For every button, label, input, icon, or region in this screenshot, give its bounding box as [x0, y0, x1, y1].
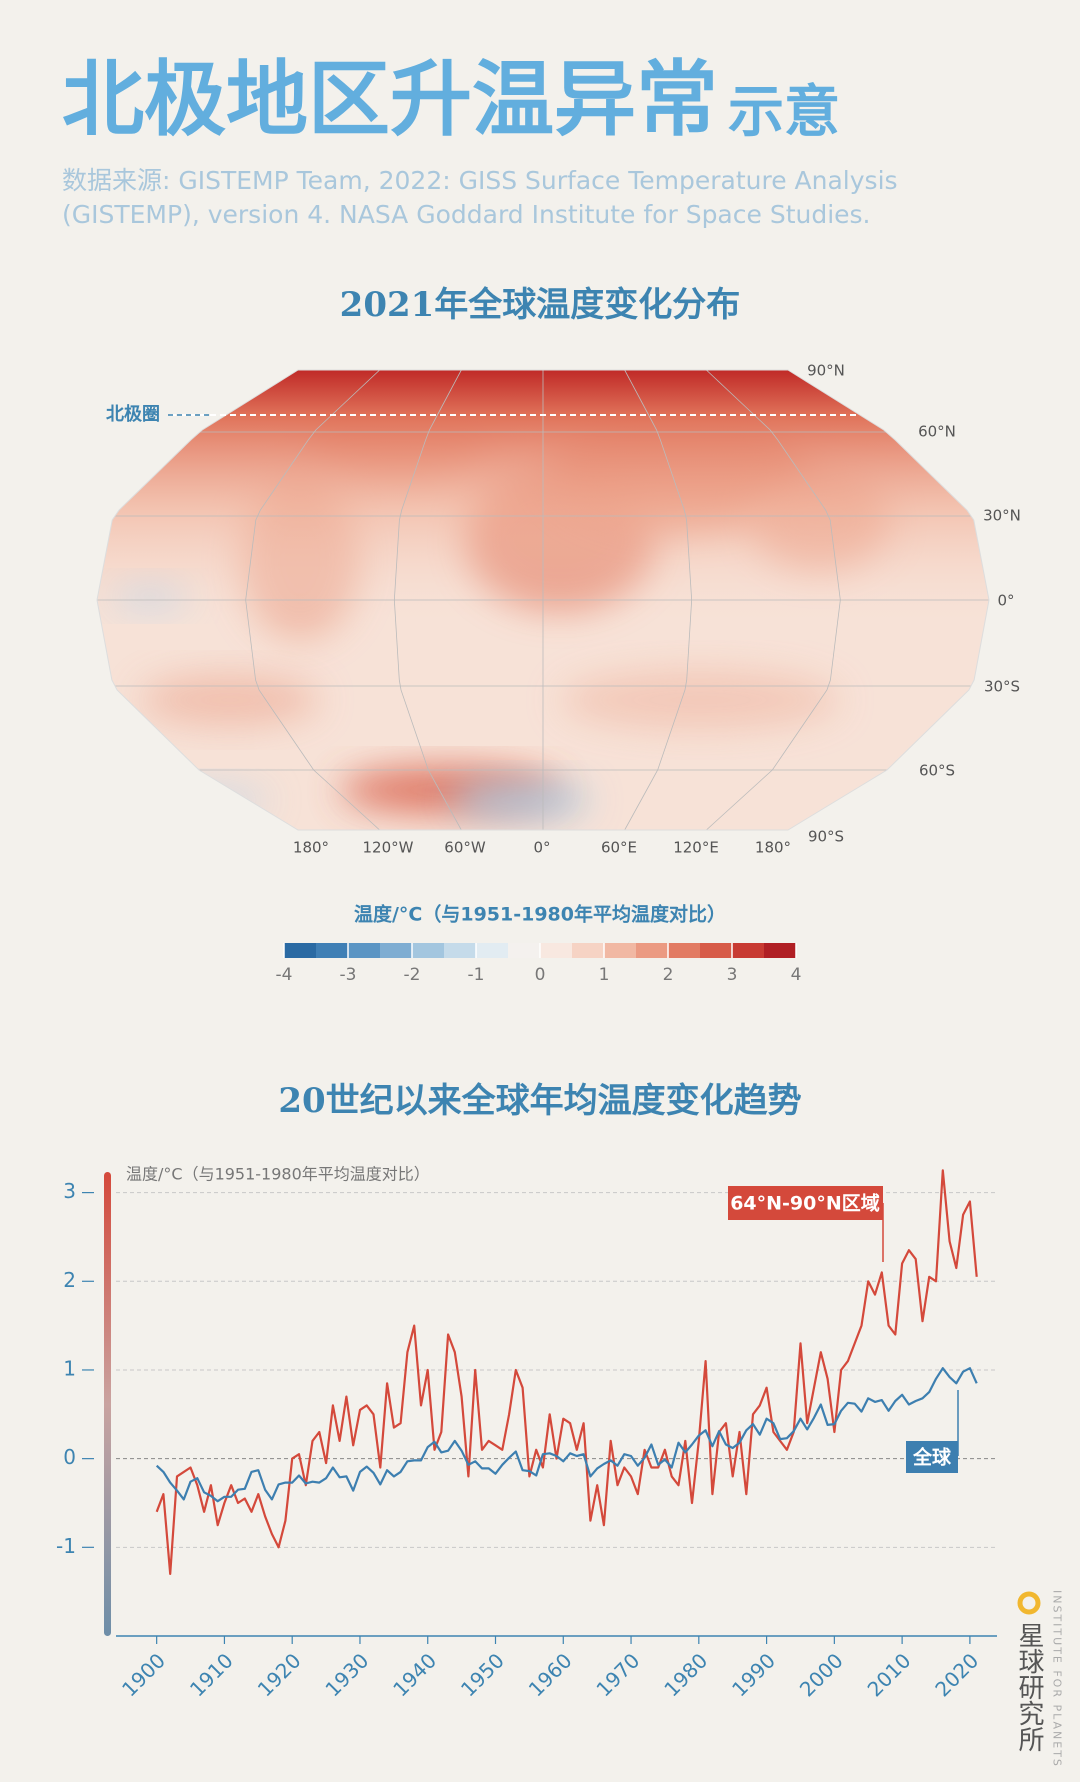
colorbar-tick-label: 0	[535, 965, 546, 985]
colorbar-segment	[508, 943, 540, 958]
legend-label: 全球	[912, 1446, 952, 1469]
lat-label: 60°S	[919, 762, 955, 780]
lat-label: 60°N	[918, 423, 956, 441]
lon-label: 60°E	[601, 839, 637, 857]
colorbar-segment	[284, 943, 316, 958]
y-tick-label: 2	[63, 1268, 76, 1292]
x-tick-label: 2020	[930, 1648, 983, 1701]
logo-english: INSTITUTE FOR PLANETS	[1051, 1590, 1064, 1768]
colorbar-segment	[604, 943, 636, 958]
source: (GISTEMP), version 4. NASA Goddard Insti…	[62, 200, 871, 229]
colorbar-segment	[572, 943, 604, 958]
x-tick-label: 1980	[659, 1648, 712, 1701]
x-tick-label: 2000	[795, 1648, 848, 1701]
series-line	[155, 1169, 978, 1575]
colorbar-segment	[476, 943, 508, 958]
chart-title: 20世纪以来全球年均温度变化趋势	[278, 1081, 801, 1121]
logo-name: 星球研究所	[1014, 1622, 1044, 1752]
x-tick-label: 1960	[524, 1648, 577, 1701]
lon-label: 60°W	[444, 839, 486, 857]
graticule	[624, 370, 693, 830]
colorbar-tick-label: -1	[468, 965, 485, 985]
lon-label: 0°	[533, 839, 550, 857]
x-tick-label: 1920	[253, 1648, 306, 1701]
colorbar-segment	[636, 943, 668, 958]
colorbar-tick-label: 2	[663, 965, 674, 985]
lon-label: 180°	[755, 839, 791, 857]
colorbar-segment	[348, 943, 380, 958]
colorbar-tick-label: -2	[404, 965, 421, 985]
colorbar-segment	[444, 943, 476, 958]
x-tick-label: 1950	[456, 1648, 509, 1701]
colorbar-tick-label: -4	[276, 965, 293, 985]
lon-label: 180°	[293, 839, 329, 857]
arctic-circle-label: 北极圈	[106, 404, 160, 425]
y-tick-label: 3	[63, 1179, 76, 1203]
colorbar-title: 温度/°C（与1951-1980年平均温度对比）	[354, 903, 726, 926]
map-outline	[96, 369, 990, 831]
title-suffix: 示意	[728, 80, 840, 145]
title: 北极地区升温异常	[62, 52, 718, 147]
colorbar-segment	[540, 943, 572, 958]
x-tick-label: 1940	[388, 1648, 441, 1701]
source: 数据来源: GISTEMP Team, 2022: GISS Surface T…	[62, 166, 898, 195]
lat-label: 30°N	[983, 507, 1021, 525]
colorbar-segment	[412, 943, 444, 958]
colorbar-segment	[764, 943, 796, 958]
colorbar-tick-label: 4	[791, 965, 802, 985]
colorbar-segment	[316, 943, 348, 958]
lat-label: 30°S	[984, 678, 1020, 696]
logo: 星球研究所 INSTITUTE FOR PLANETS	[1014, 1590, 1064, 1768]
x-tick-label: 1970	[592, 1648, 645, 1701]
x-tick-label: 1910	[185, 1648, 238, 1701]
x-tick-label: 1990	[727, 1648, 780, 1701]
graticule	[393, 370, 462, 830]
colorbar-segment	[732, 943, 764, 958]
lon-label: 120°W	[363, 839, 414, 857]
series-line	[155, 1367, 978, 1503]
lat-label: 90°S	[808, 828, 844, 846]
colorbar-segment	[380, 943, 412, 958]
y-axis-bar	[104, 1172, 111, 1636]
lat-label: 0°	[997, 592, 1014, 610]
legend-box	[728, 1186, 883, 1220]
colorbar-segment	[700, 943, 732, 958]
y-tick-label: 1	[63, 1356, 76, 1380]
y-tick-label: -1	[56, 1534, 76, 1558]
graticule	[706, 370, 841, 830]
x-tick-label: 1900	[117, 1648, 170, 1701]
colorbar-tick-label: -3	[340, 965, 357, 985]
legend-label: 64°N-90°N区域	[730, 1192, 880, 1215]
colorbar-segment	[668, 943, 700, 958]
graticule	[245, 370, 380, 830]
world-map	[97, 370, 989, 830]
legend-box	[906, 1441, 958, 1473]
logo-icon	[1017, 1591, 1041, 1615]
y-tick-label: 0	[63, 1445, 76, 1469]
lat-label: 90°N	[807, 362, 845, 380]
x-tick-label: 2010	[863, 1648, 916, 1701]
colorbar-tick-label: 3	[727, 965, 738, 985]
map-title: 2021年全球温度变化分布	[340, 285, 741, 325]
x-tick-label: 1930	[320, 1648, 373, 1701]
y-axis-title: 温度/°C（与1951-1980年平均温度对比）	[126, 1165, 430, 1184]
colorbar-tick-label: 1	[599, 965, 610, 985]
lon-label: 120°E	[673, 839, 719, 857]
